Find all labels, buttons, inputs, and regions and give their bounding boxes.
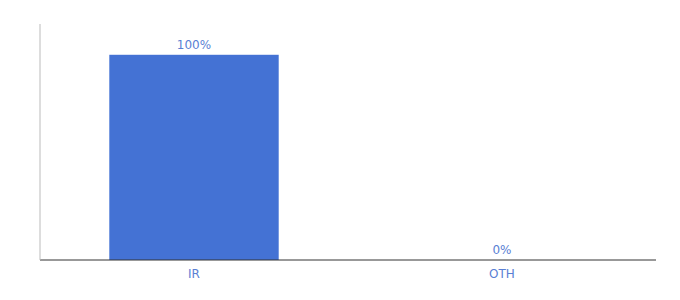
x-axis-line bbox=[40, 260, 656, 261]
x-tick-label: OTH bbox=[489, 267, 515, 281]
chart-svg: 100% 0% IR OTH bbox=[0, 0, 680, 300]
bars bbox=[109, 55, 278, 260]
data-label: 100% bbox=[177, 38, 211, 52]
chart-container: 100% 0% IR OTH bbox=[0, 0, 680, 300]
x-tick-label: IR bbox=[188, 267, 200, 281]
y-axis-line bbox=[40, 24, 41, 260]
bar bbox=[109, 55, 278, 260]
data-label: 0% bbox=[492, 243, 511, 257]
